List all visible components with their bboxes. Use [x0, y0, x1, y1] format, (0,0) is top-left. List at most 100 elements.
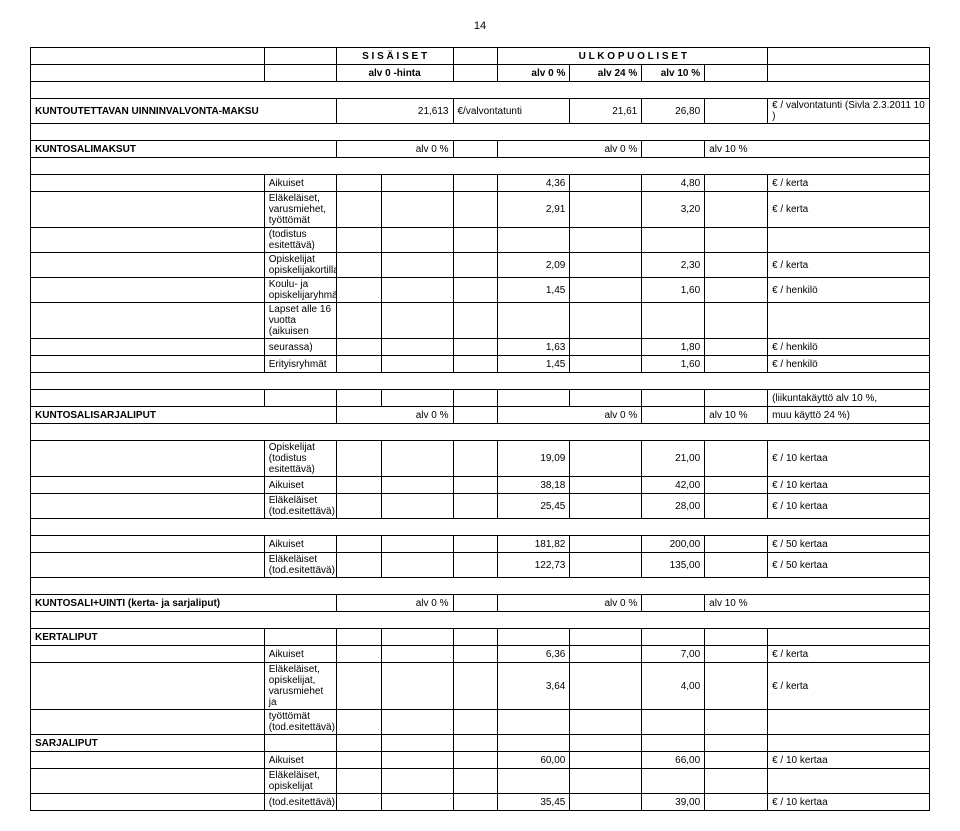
val: 26,80: [642, 99, 705, 124]
unit: € / 50 kertaa: [768, 536, 930, 553]
lbl: KUNTOSALISARJALIPUT: [31, 407, 337, 424]
lbl: Aikuiset: [264, 752, 336, 769]
hdr-alv0hinta: alv 0 -hinta: [336, 65, 453, 82]
unit: €/valvontatunti: [453, 99, 570, 124]
val: alv 10 %: [705, 595, 930, 612]
hdr-alv0p: alv 0 %: [498, 65, 570, 82]
val: 122,73: [498, 553, 570, 578]
unit: € / henkilö: [768, 278, 930, 303]
spacer: [31, 519, 930, 536]
table-row: Erityisryhmät 1,45 1,60 € / henkilö: [31, 356, 930, 373]
val: alv 0 %: [498, 595, 642, 612]
lbl: Aikuiset: [264, 646, 336, 663]
table-row: Aikuiset 181,82 200,00 € / 50 kertaa: [31, 536, 930, 553]
table-row: (tod.esitettävä) 35,45 39,00 € / 10 kert…: [31, 794, 930, 811]
spacer: [31, 82, 930, 99]
val: alv 10 %: [705, 141, 930, 158]
val: 42,00: [642, 477, 705, 494]
val: 1,80: [642, 339, 705, 356]
row-uinninvalvonta: KUNTOUTETTAVAN UINNINVALVONTA-MAKSU 21,6…: [31, 99, 930, 124]
unit: € / kerta: [768, 663, 930, 710]
val: alv 0 %: [336, 141, 453, 158]
note: (liikuntakäyttö alv 10 %,: [768, 390, 930, 407]
lbl: Opiskelijat opiskelijakortilla: [264, 253, 336, 278]
lbl: Koulu- ja opiskelijaryhmät: [264, 278, 336, 303]
table-row: seurassa) 1,63 1,80 € / henkilö: [31, 339, 930, 356]
lbl: KERTALIPUT: [31, 629, 265, 646]
val: alv 0 %: [336, 595, 453, 612]
lbl: Eläkeläiset (tod.esitettävä): [264, 494, 336, 519]
hdr-sisaiset: S I S Ä I S E T: [336, 48, 453, 65]
lbl-uinninvalvonta: KUNTOUTETTAVAN UINNINVALVONTA-MAKSU: [31, 99, 337, 124]
val: 39,00: [642, 794, 705, 811]
lbl: Eläkeläiset (tod.esitettävä): [264, 553, 336, 578]
pricing-table: S I S Ä I S E T U L K O P U O L I S E T …: [30, 47, 930, 811]
val: 21,613: [336, 99, 453, 124]
table-row: Eläkeläiset, varusmiehet, työttömät 2,91…: [31, 192, 930, 228]
hdr-ulkopuoliset: U L K O P U O L I S E T: [498, 48, 768, 65]
table-row: Aikuiset 4,36 4,80 € / kerta: [31, 175, 930, 192]
lbl: työttömät (tod.esitettävä): [264, 710, 336, 735]
val: 1,63: [498, 339, 570, 356]
val: 200,00: [642, 536, 705, 553]
lbl: seurassa): [264, 339, 336, 356]
val: 2,30: [642, 253, 705, 278]
lbl: Eläkeläiset, opiskelijat, varusmiehet ja: [264, 663, 336, 710]
val: 7,00: [642, 646, 705, 663]
page-number: 14: [30, 20, 930, 32]
val: 4,80: [642, 175, 705, 192]
val: 1,60: [642, 356, 705, 373]
spacer: [31, 373, 930, 390]
spacer: [31, 578, 930, 595]
val: 21,00: [642, 441, 705, 477]
lbl: (tod.esitettävä): [264, 794, 336, 811]
table-row: työttömät (tod.esitettävä): [31, 710, 930, 735]
spacer: [31, 158, 930, 175]
lbl: KUNTOSALIMAKSUT: [31, 141, 337, 158]
table-row: Koulu- ja opiskelijaryhmät 1,45 1,60 € /…: [31, 278, 930, 303]
lbl: Aikuiset: [264, 536, 336, 553]
val: 2,91: [498, 192, 570, 228]
lbl: Eläkeläiset, varusmiehet, työttömät: [264, 192, 336, 228]
val: 181,82: [498, 536, 570, 553]
val: 3,20: [642, 192, 705, 228]
val: 60,00: [498, 752, 570, 769]
header-row-1: S I S Ä I S E T U L K O P U O L I S E T: [31, 48, 930, 65]
val: alv 10 %: [705, 407, 768, 424]
val: alv 0 %: [336, 407, 453, 424]
val: alv 0 %: [498, 141, 642, 158]
unit: € / kerta: [768, 253, 930, 278]
row-kertaliput: KERTALIPUT: [31, 629, 930, 646]
lbl: SARJALIPUT: [31, 735, 265, 752]
val: 28,00: [642, 494, 705, 519]
lbl: (todistus esitettävä): [264, 228, 336, 253]
lbl: Erityisryhmät: [264, 356, 336, 373]
lbl: Lapset alle 16 vuotta (aikuisen: [264, 303, 336, 339]
note: muu käyttö 24 %): [768, 407, 930, 424]
val: 1,60: [642, 278, 705, 303]
spacer: [31, 424, 930, 441]
hdr-alv10p: alv 10 %: [642, 65, 705, 82]
section-kuntosalisarjaliput: KUNTOSALISARJALIPUT alv 0 % alv 0 % alv …: [31, 407, 930, 424]
lbl: Aikuiset: [264, 477, 336, 494]
row-sarjaliput: SARJALIPUT: [31, 735, 930, 752]
val: 4,00: [642, 663, 705, 710]
table-row: Aikuiset 6,36 7,00 € / kerta: [31, 646, 930, 663]
unit: € / kerta: [768, 175, 930, 192]
val: 35,45: [498, 794, 570, 811]
unit: € / 10 kertaa: [768, 752, 930, 769]
table-row: Opiskelijat (todistus esitettävä) 19,09 …: [31, 441, 930, 477]
val: 135,00: [642, 553, 705, 578]
val: 19,09: [498, 441, 570, 477]
unit: € / 10 kertaa: [768, 794, 930, 811]
table-row: Aikuiset 60,00 66,00 € / 10 kertaa: [31, 752, 930, 769]
unit: € / kerta: [768, 646, 930, 663]
val: alv 0 %: [498, 407, 642, 424]
val: 25,45: [498, 494, 570, 519]
lbl: Aikuiset: [264, 175, 336, 192]
val: 66,00: [642, 752, 705, 769]
unit: € / 10 kertaa: [768, 477, 930, 494]
hdr-alv24p: alv 24 %: [570, 65, 642, 82]
unit: € / henkilö: [768, 339, 930, 356]
val: 4,36: [498, 175, 570, 192]
